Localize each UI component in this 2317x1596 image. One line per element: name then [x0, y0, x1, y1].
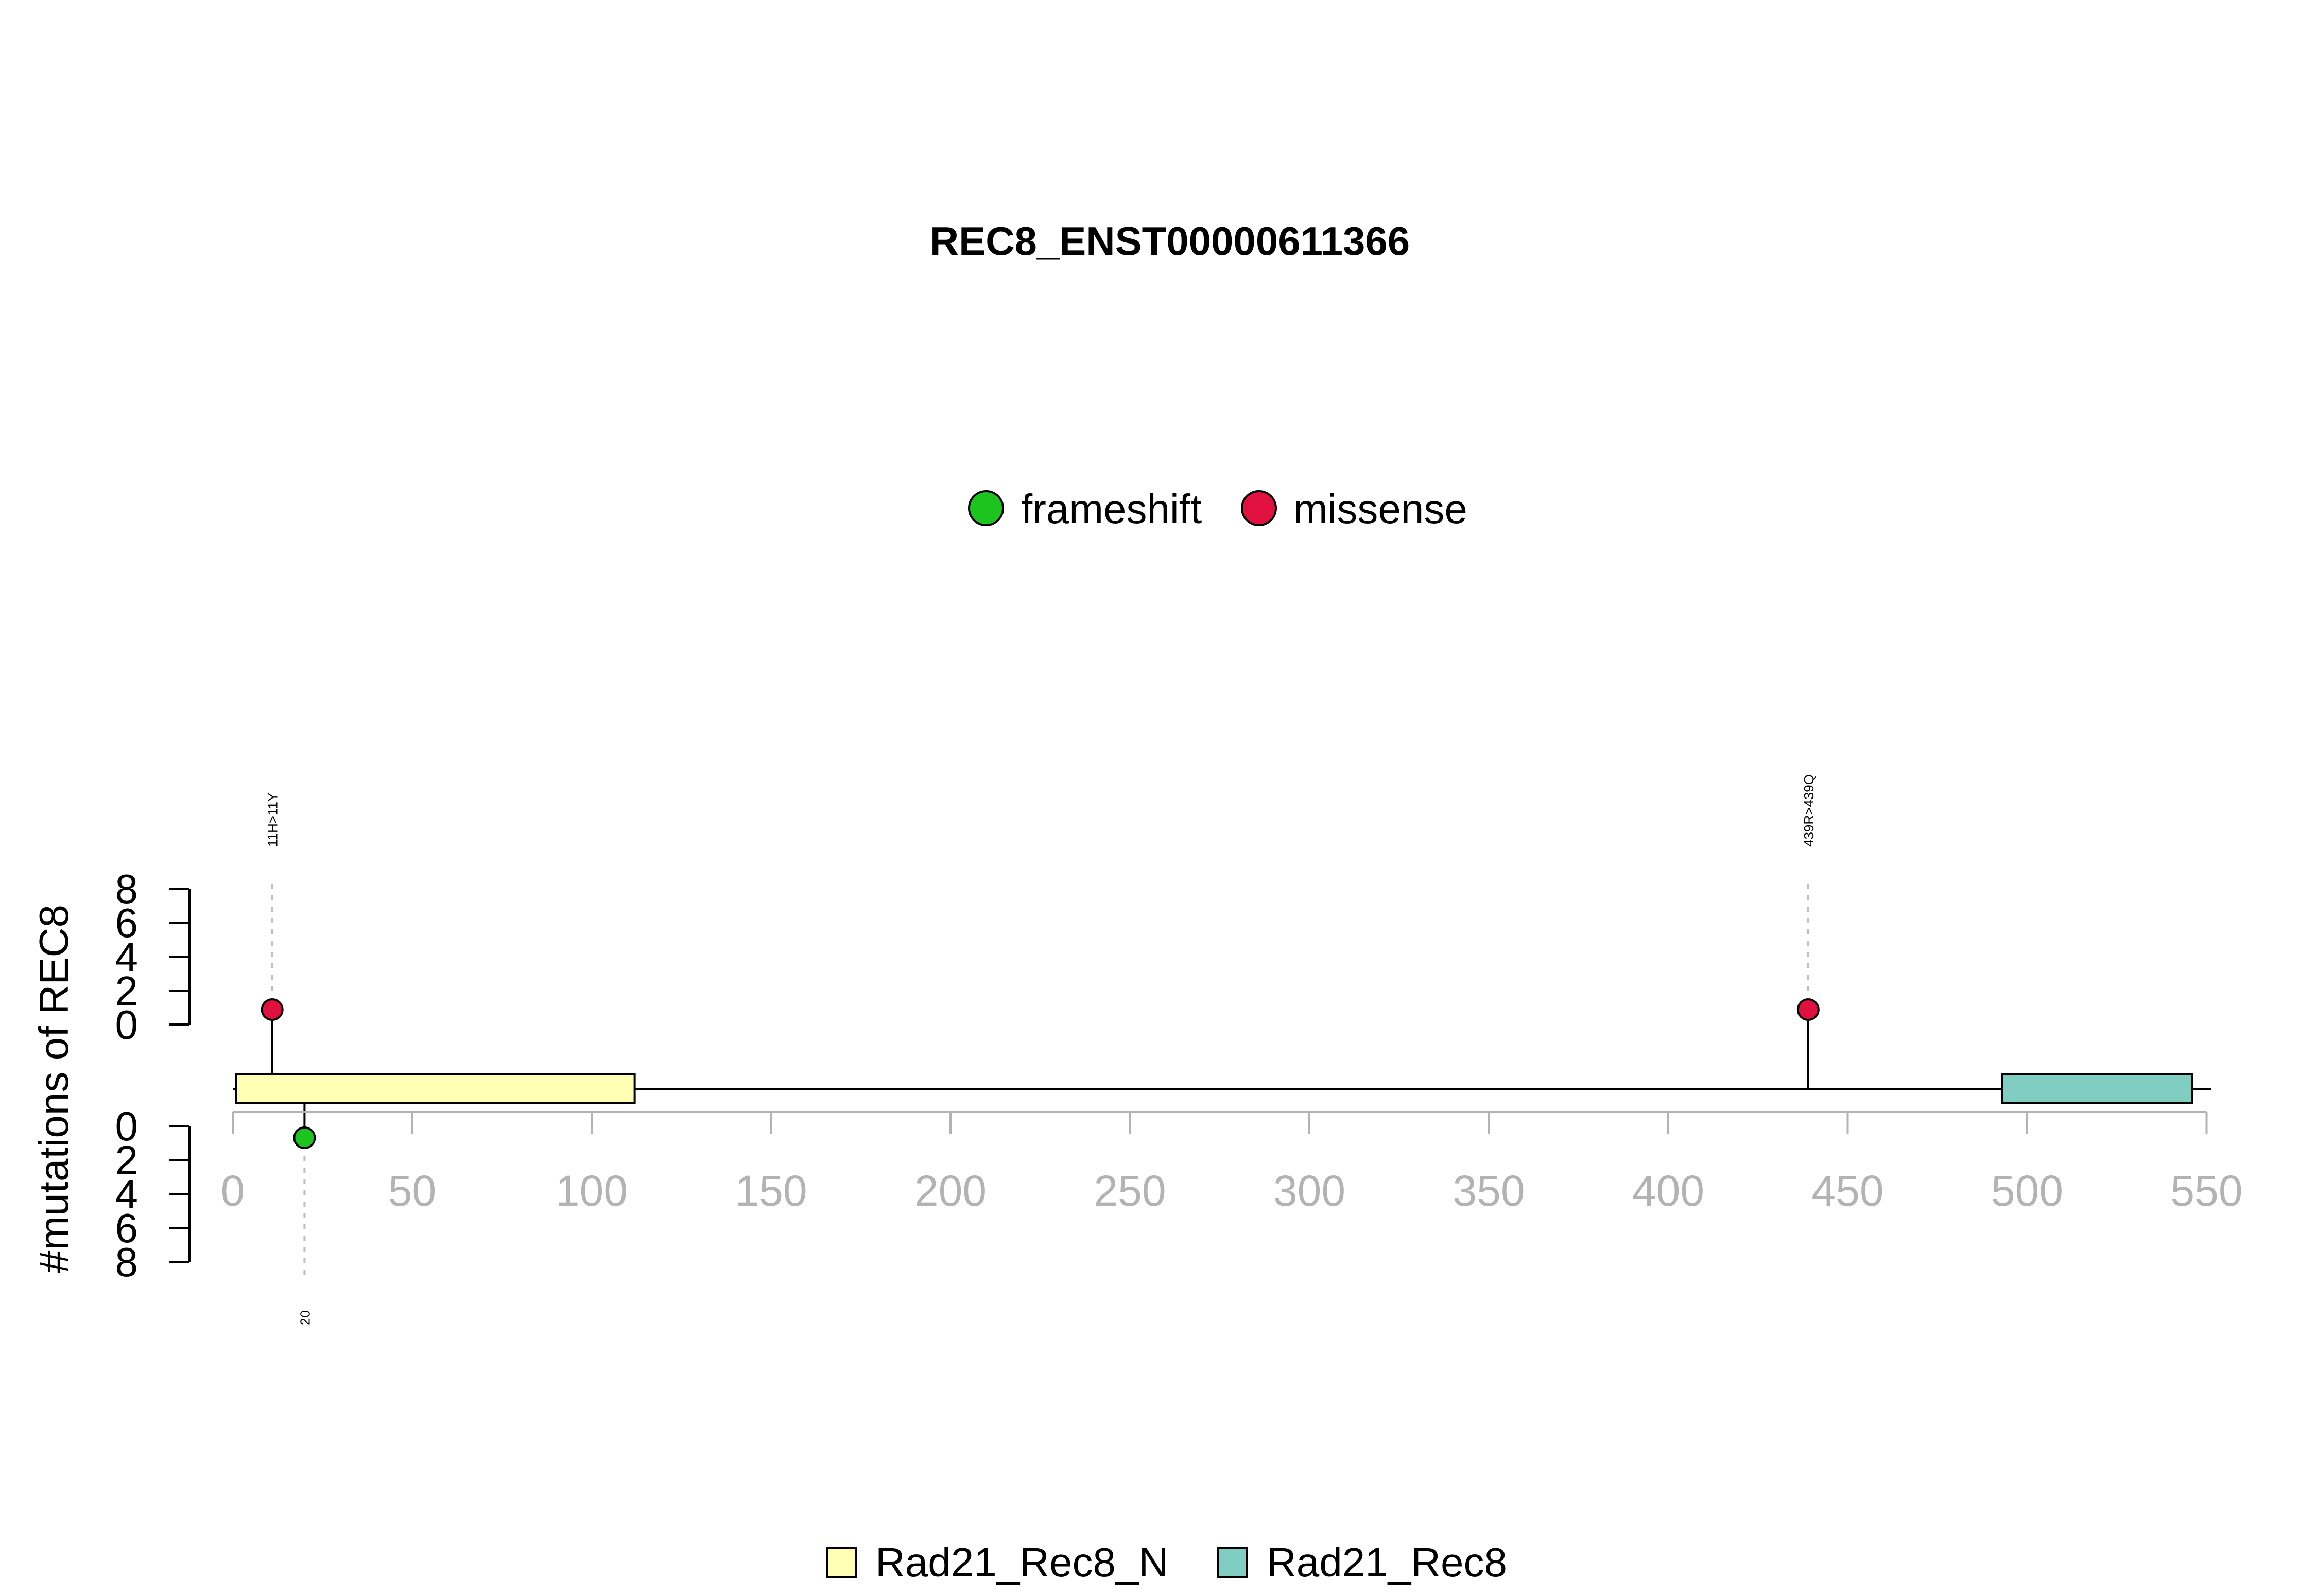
- y-axis-label: #mutations of REC8: [31, 905, 77, 1273]
- x-tick-label: 250: [1094, 1167, 1166, 1215]
- x-tick-label: 500: [1991, 1167, 2063, 1215]
- x-tick-label: 100: [556, 1167, 628, 1215]
- domain-Rad21_Rec8: [2001, 1073, 2193, 1104]
- domain-legend: Rad21_Rec8_N Rad21_Rec8: [826, 1539, 1507, 1585]
- mutation-label: 439R>439Q: [1801, 774, 1817, 847]
- mutation-point-missense: [1796, 998, 1820, 1021]
- y-tick-label: 2: [115, 1137, 139, 1183]
- x-tick-label: 350: [1453, 1167, 1525, 1215]
- x-tick-label: 0: [221, 1167, 245, 1215]
- y-tick-label: 4: [115, 1171, 139, 1217]
- mutation-label: 11H>11Y: [265, 793, 281, 847]
- legend-label-missense: missense: [1293, 486, 1467, 532]
- mutation-label: 20: [297, 1310, 313, 1325]
- y-tick-label: 4: [115, 934, 139, 980]
- chart-title: REC8_ENST00000611366: [930, 218, 1410, 264]
- mutation-point-frameshift: [293, 1126, 316, 1149]
- protein-domains: [235, 1073, 2193, 1104]
- legend-swatch-Rad21_Rec8_N: [826, 1547, 857, 1578]
- mutation-stems: 11H>11Y 439R>439Q 20: [265, 774, 1817, 1325]
- mutation-legend: frameshift missense: [968, 486, 1467, 532]
- y-tick-label: 0: [115, 1103, 139, 1149]
- mutation-point-missense: [261, 998, 284, 1021]
- y-tick-label: 0: [115, 1002, 139, 1048]
- x-tick-label: 400: [1632, 1167, 1704, 1215]
- x-tick-label: 150: [735, 1167, 807, 1215]
- y-tick-label: 6: [115, 900, 139, 946]
- x-tick-label: 50: [388, 1167, 436, 1215]
- legend-label-frameshift: frameshift: [1021, 486, 1202, 532]
- x-axis: 0 50 100 150 200 250 300 350 400 450 500 550: [221, 1111, 2243, 1215]
- mutation-points: [261, 998, 1820, 1149]
- x-tick-label: 200: [914, 1167, 987, 1215]
- y-tick-label: 2: [115, 968, 139, 1014]
- y-tick-label: 8: [115, 1239, 139, 1285]
- legend-label-Rad21_Rec8: Rad21_Rec8: [1267, 1539, 1507, 1585]
- x-tick-label: 450: [1811, 1167, 1883, 1215]
- x-tick-label: 300: [1273, 1167, 1345, 1215]
- y-tick-label: 8: [115, 866, 139, 912]
- legend-label-Rad21_Rec8_N: Rad21_Rec8_N: [875, 1539, 1168, 1585]
- y-tick-label: 6: [115, 1205, 139, 1251]
- legend-marker-missense: [1241, 490, 1277, 526]
- legend-marker-frameshift: [968, 490, 1004, 526]
- x-tick-label: 550: [2170, 1167, 2242, 1215]
- legend-swatch-Rad21_Rec8: [1217, 1547, 1248, 1578]
- domain-Rad21_Rec8_N: [235, 1073, 636, 1104]
